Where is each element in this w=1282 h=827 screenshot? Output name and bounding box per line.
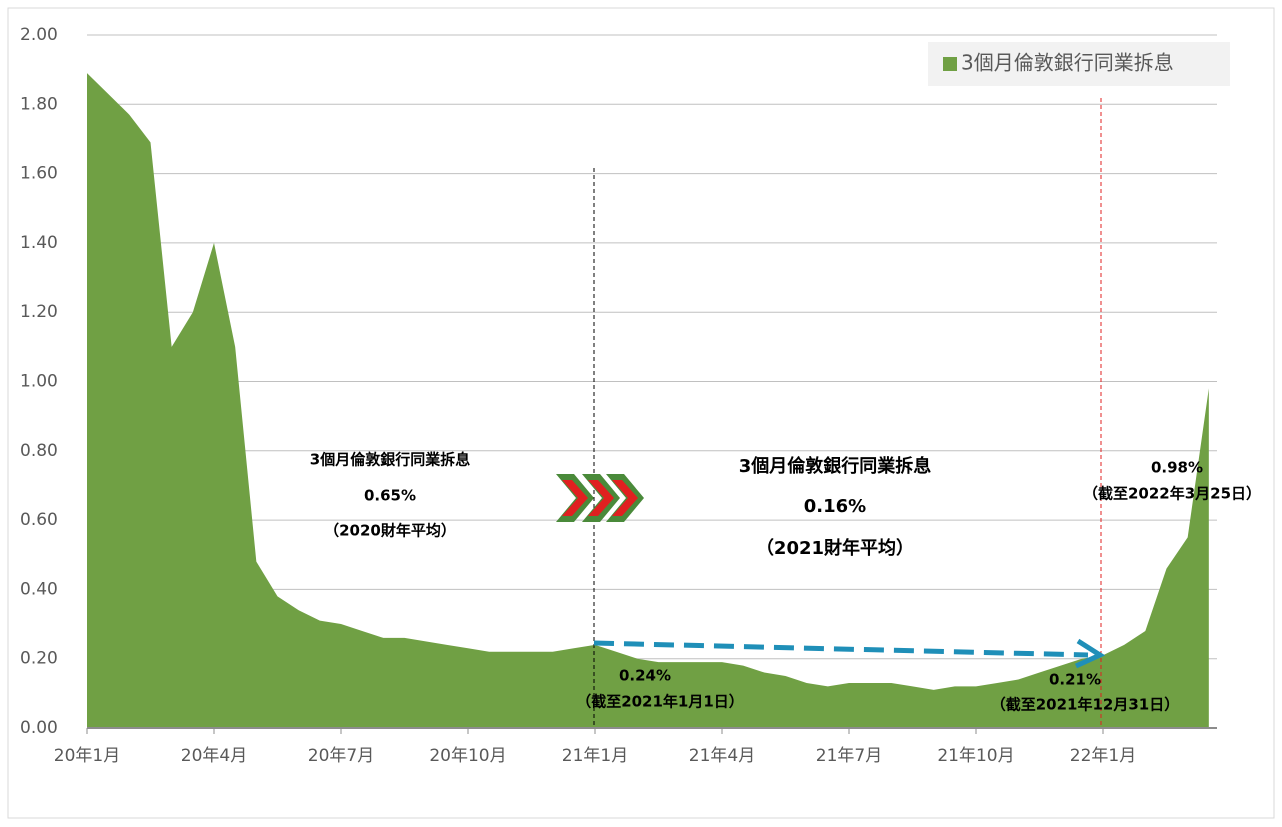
annotation: 0.21% （截至2021年12月31日）	[991, 671, 1180, 714]
y-tick-label: 0.40	[20, 579, 58, 599]
annotation-text: 0.16%	[804, 496, 866, 517]
annotation-text: （2020財年平均）	[324, 522, 456, 540]
y-tick-label: 1.40	[20, 233, 58, 253]
x-tick-label: 20年4月	[181, 746, 247, 766]
annotation-text: 0.98%	[1151, 459, 1203, 477]
x-tick-label: 21年7月	[816, 746, 882, 766]
annotation: 3個月倫敦銀行同業拆息 0.65% （2020財年平均）	[310, 451, 470, 540]
annotation-text: 0.21%	[1049, 671, 1101, 689]
y-tick-label: 0.80	[20, 441, 58, 461]
annotation-text: （2021財年平均）	[756, 537, 914, 559]
annotation-text: 3個月倫敦銀行同業拆息	[310, 451, 470, 469]
y-tick-label: 0.60	[20, 510, 58, 530]
y-tick-label: 1.60	[20, 164, 58, 184]
annotation-text: （截至2022年3月25日）	[1083, 485, 1261, 503]
y-tick-label: 1.00	[20, 372, 58, 392]
legend	[928, 42, 1230, 86]
annotation: 0.98% （截至2022年3月25日）	[1083, 459, 1261, 503]
grid: 0.00 0.20 0.40 0.60 0.80 1.00 1.20 1.40 1.60 1.80…	[20, 25, 1217, 738]
legend-label: 3個月倫敦銀行同業拆息	[961, 51, 1174, 75]
y-tick-label: 0.20	[20, 649, 58, 669]
legend-swatch	[943, 57, 957, 71]
y-tick-label: 1.20	[20, 302, 58, 322]
y-tick-label: 1.80	[20, 94, 58, 114]
plot: 20年1月 20年4月 20年7月 20年10月 21年1月 21年4月 21年7月 21年1…	[54, 73, 1217, 766]
x-tick-label: 20年7月	[308, 746, 374, 766]
x-tick-label: 21年1月	[562, 746, 628, 766]
y-tick-label: 2.00	[20, 25, 58, 45]
annotation-text: 0.65%	[364, 487, 416, 505]
annotation-text: （截至2021年1月1日）	[576, 693, 744, 711]
annotation-text: 3個月倫敦銀行同業拆息	[739, 455, 932, 477]
annotation-text: （截至2021年12月31日）	[991, 696, 1180, 714]
annotation: 3個月倫敦銀行同業拆息 0.16% （2021財年平均）	[739, 455, 932, 559]
annotation-text: 0.24%	[619, 667, 671, 685]
trend-arrow	[593, 640, 1089, 658]
x-tick-label: 21年4月	[689, 746, 755, 766]
arrow-head	[1074, 638, 1106, 669]
area	[87, 73, 1209, 729]
y-tick-label: 0.00	[20, 718, 58, 738]
x-tick-label: 20年1月	[54, 746, 120, 766]
chevrons	[556, 474, 644, 522]
annotation: 0.24% （截至2021年1月1日）	[576, 667, 744, 711]
x-tick-label: 22年1月	[1070, 746, 1136, 766]
x-tick-label: 21年10月	[937, 746, 1014, 766]
x-tick-label: 20年10月	[429, 746, 506, 766]
